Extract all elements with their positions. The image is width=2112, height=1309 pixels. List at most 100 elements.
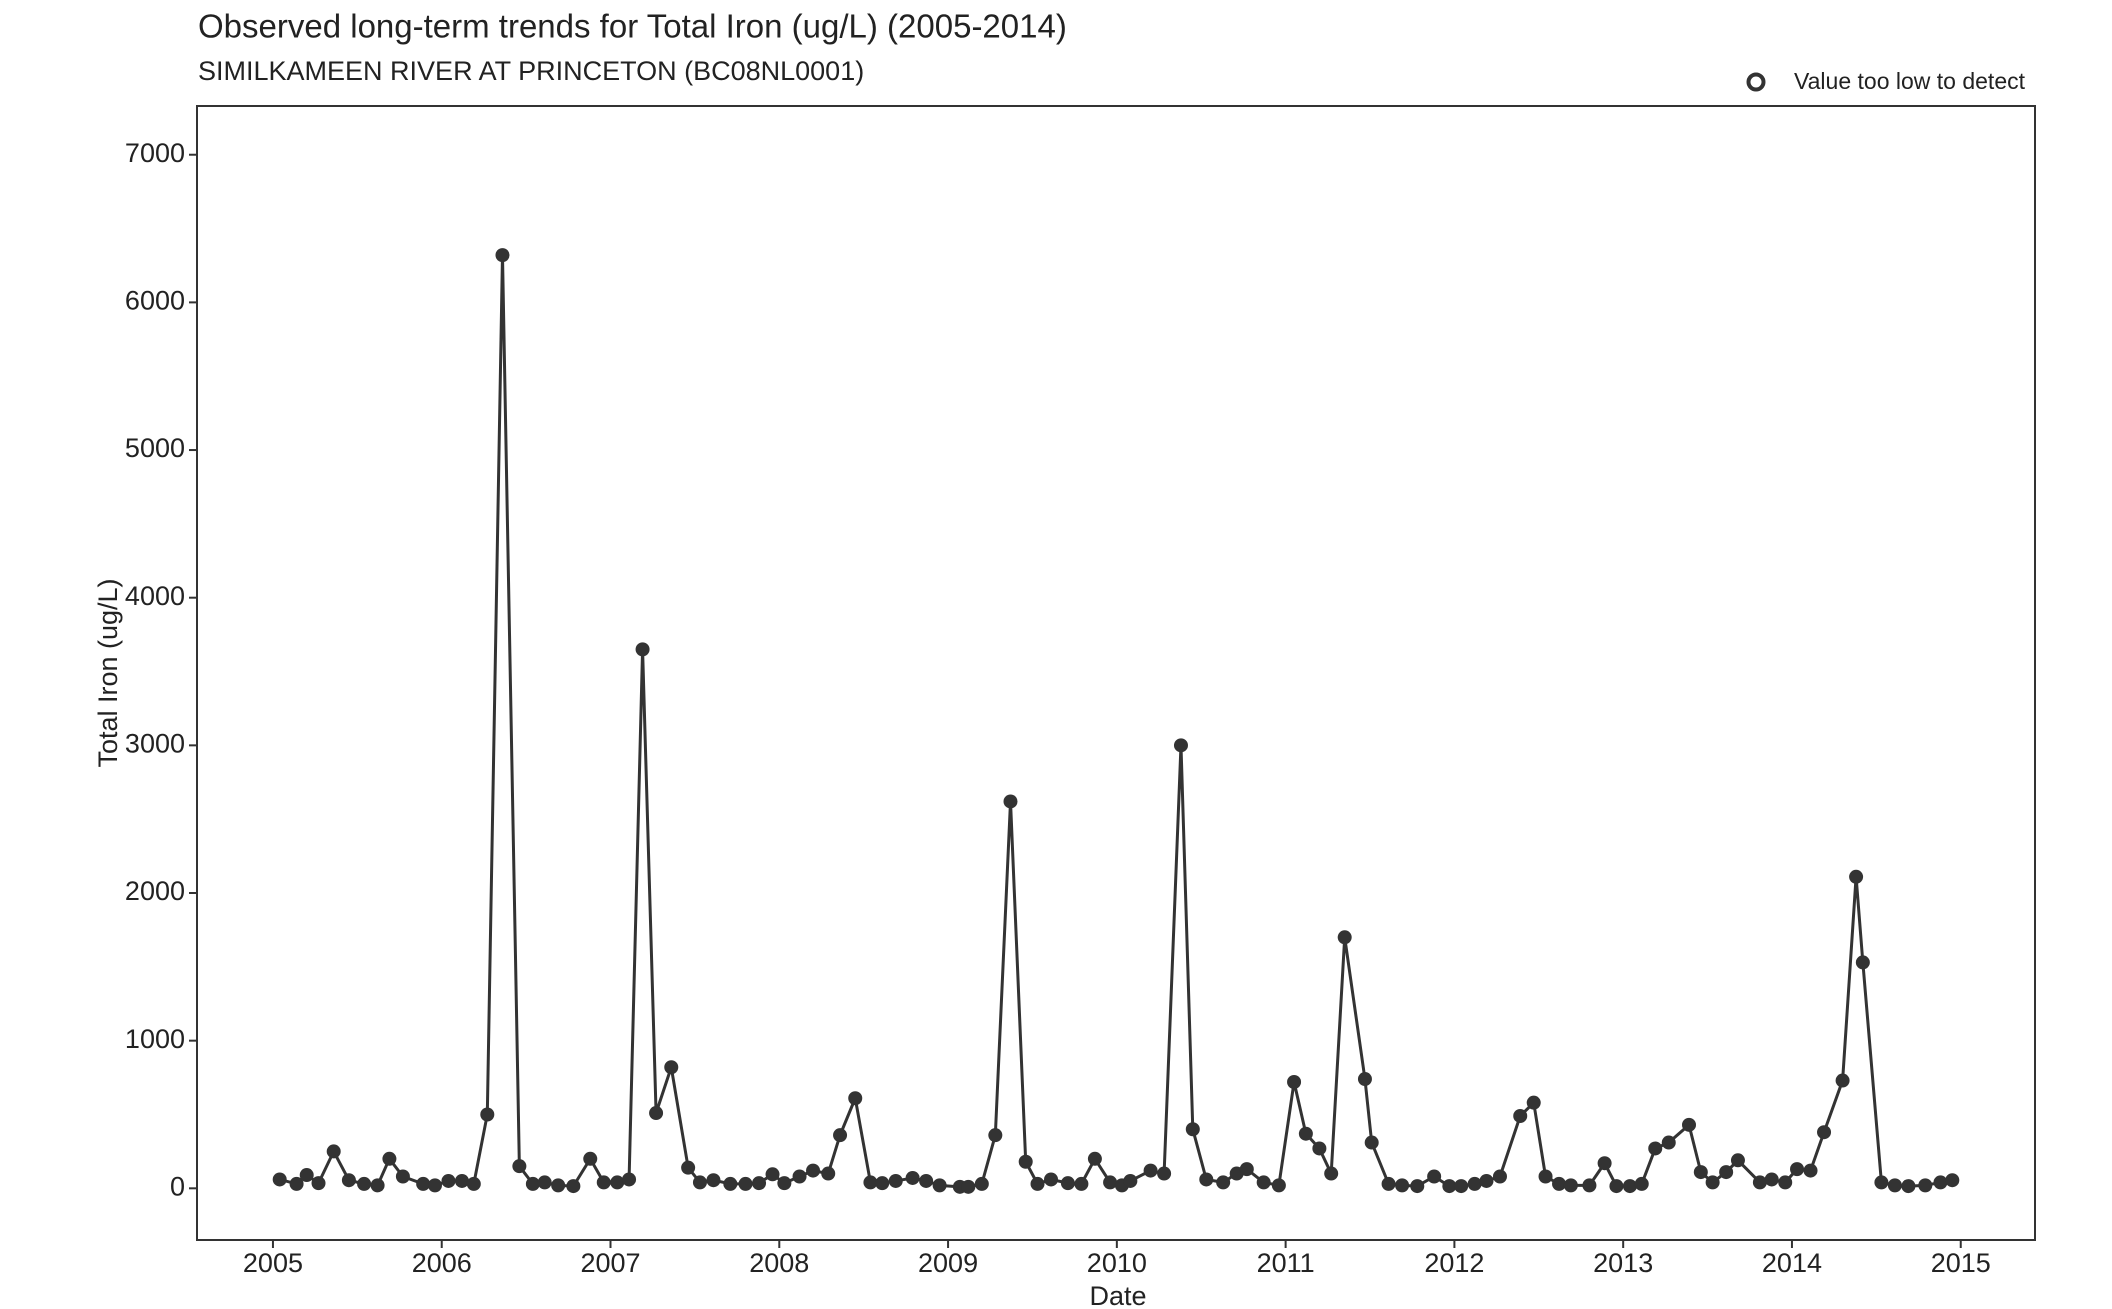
data-point [1256,1175,1271,1190]
data-point [1855,955,1870,970]
data-point [1764,1172,1779,1187]
data-point [1442,1179,1457,1194]
data-point [706,1173,721,1188]
data-point [495,248,510,263]
data-point [1312,1141,1327,1156]
data-point [806,1163,821,1178]
data-point [664,1060,679,1075]
y-tick-label: 2000 [125,876,185,906]
data-point [875,1176,890,1191]
data-point [1933,1175,1948,1190]
data-point [1018,1154,1033,1169]
data-point [692,1175,707,1190]
data-point [974,1176,989,1191]
data-point [1467,1176,1482,1191]
data-point [905,1170,920,1185]
data-point [988,1128,1003,1143]
y-tick-label: 5000 [125,433,185,463]
data-point [583,1151,598,1166]
data-point [1778,1175,1793,1190]
data-point [1364,1135,1379,1150]
data-point [1513,1108,1528,1123]
data-point [341,1173,356,1188]
data-point [1060,1176,1075,1191]
data-point [1185,1122,1200,1137]
data-point [1817,1125,1832,1140]
plot-frame [196,105,2036,1241]
data-point [610,1175,625,1190]
data-point [1597,1156,1612,1171]
data-point [1719,1165,1734,1180]
data-point [357,1176,372,1191]
y-tick-label: 6000 [125,286,185,316]
data-point [1454,1179,1469,1194]
x-tick-label: 2011 [1257,1248,1315,1278]
data-point [1479,1173,1494,1188]
data-point [311,1176,326,1191]
data-point [525,1176,540,1191]
data-point [395,1169,410,1184]
legend-label: Value too low to detect [1794,68,2026,94]
x-tick-label: 2015 [1931,1248,1991,1278]
data-point [566,1179,581,1194]
data-point [1790,1162,1805,1177]
data-point [1538,1169,1553,1184]
data-point [1103,1175,1118,1190]
data-point [1492,1169,1507,1184]
data-point [1661,1135,1676,1150]
data-point [1901,1179,1916,1194]
data-point [1849,869,1864,884]
data-point [1357,1072,1372,1087]
data-point [299,1168,314,1183]
data-point [1216,1175,1231,1190]
data-point [792,1169,807,1184]
data-point [1298,1126,1313,1141]
data-point [466,1176,481,1191]
data-point [326,1144,341,1159]
x-tick-label: 2010 [1087,1248,1147,1278]
data-point [512,1159,527,1174]
data-point [1803,1163,1818,1178]
data-point [738,1176,753,1191]
data-point [1609,1179,1624,1194]
data-point [777,1176,792,1191]
data-point [848,1091,863,1106]
data-point [681,1160,696,1175]
x-tick-label: 2013 [1593,1248,1653,1278]
data-point [480,1107,495,1122]
data-point [1337,930,1352,945]
data-point [919,1173,934,1188]
data-point [1622,1179,1637,1194]
data-point [1395,1178,1410,1193]
data-point [382,1151,397,1166]
x-axis-label: Date [1089,1281,1146,1309]
data-point [765,1167,780,1182]
data-point [1143,1163,1158,1178]
data-point [416,1176,431,1191]
data-point [932,1178,947,1193]
y-axis-label: Total Iron (ug/L) [93,578,123,767]
data-point [1157,1166,1172,1181]
data-point [1381,1176,1396,1191]
series-line [279,255,1953,1189]
data-point [1835,1073,1850,1088]
x-tick-label: 2006 [412,1248,472,1278]
data-point [1074,1176,1089,1191]
data-point [1003,794,1018,809]
data-point [821,1166,836,1181]
data-point [289,1176,304,1191]
data-point [888,1173,903,1188]
data-point [961,1179,976,1194]
data-point [1526,1095,1541,1110]
x-tick-label: 2012 [1424,1248,1484,1278]
data-point [1173,738,1188,753]
data-point [537,1175,552,1190]
data-point [723,1176,738,1191]
data-point [1648,1141,1663,1156]
data-point [1410,1179,1425,1194]
data-point [1730,1153,1745,1168]
data-point [1682,1117,1697,1132]
data-point [635,642,650,657]
data-point [1427,1169,1442,1184]
